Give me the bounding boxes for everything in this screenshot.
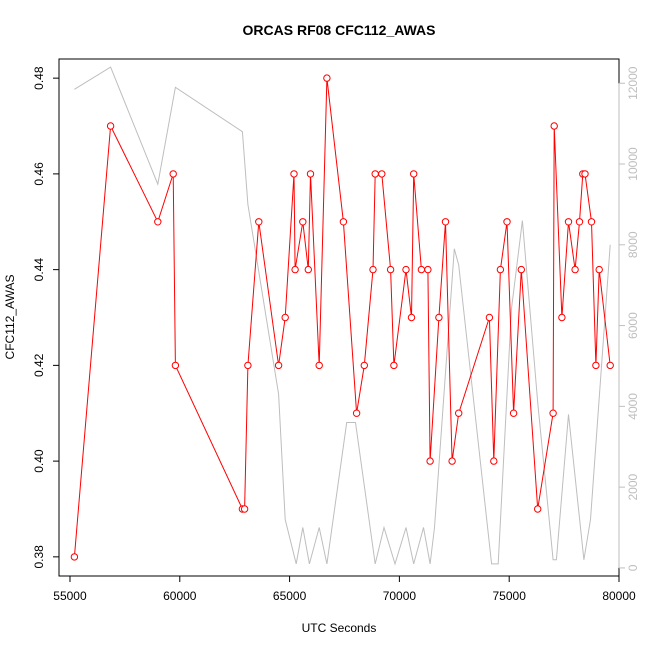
data-point — [426, 457, 434, 465]
y2-tick-label: 2000 — [626, 473, 640, 500]
chart-title: ORCAS RF08 CFC112_AWAS — [243, 22, 436, 38]
data-point — [378, 170, 386, 178]
data-point — [581, 170, 589, 178]
x-tick-label: 75000 — [493, 589, 527, 603]
data-point — [70, 553, 79, 561]
data-point — [402, 265, 410, 274]
data-point — [417, 265, 426, 274]
x-axis-label: UTC Seconds — [302, 621, 377, 635]
data-point — [592, 361, 600, 370]
data-point — [550, 122, 558, 130]
data-point — [386, 265, 395, 274]
data-point — [435, 313, 443, 322]
y2-tick-label: 6000 — [626, 312, 640, 339]
data-point — [549, 409, 557, 417]
x-tick-label: 65000 — [273, 589, 307, 603]
data-point — [339, 218, 348, 226]
data-point — [352, 409, 361, 417]
data-point — [390, 361, 398, 370]
data-point — [424, 265, 432, 274]
series-left-group — [70, 74, 614, 561]
y-tick-label: 0.42 — [32, 353, 46, 377]
data-point — [441, 218, 450, 226]
y2-axis: 0 2000 4000 6000 8000 10000 12000 — [618, 66, 640, 571]
data-point — [290, 170, 298, 178]
x-axis: 55000 60000 65000 70000 75000 80000 — [53, 575, 636, 603]
x-tick-label: 80000 — [602, 589, 636, 603]
y-tick-label: 0.48 — [32, 66, 46, 90]
y2-tick-label: 12000 — [626, 66, 640, 100]
data-point — [564, 218, 573, 226]
data-point — [169, 170, 177, 178]
data-point — [274, 361, 283, 370]
data-point — [517, 265, 525, 274]
data-point — [407, 313, 416, 322]
data-point — [534, 505, 542, 513]
y2-tick-label: 8000 — [626, 231, 640, 258]
x-tick-label: 60000 — [163, 589, 197, 603]
y-tick-label: 0.38 — [32, 545, 46, 569]
data-point — [503, 218, 511, 226]
data-point — [575, 218, 584, 226]
y-tick-label: 0.46 — [32, 162, 46, 186]
data-point — [490, 457, 498, 465]
y-tick-label: 0.40 — [32, 449, 46, 473]
data-point — [240, 505, 249, 513]
y-axis-label: CFC112_AWAS — [3, 275, 17, 360]
y2-tick-label: 10000 — [626, 147, 640, 181]
data-point — [371, 170, 379, 178]
data-point — [558, 313, 566, 322]
data-point — [571, 265, 579, 274]
data-point — [106, 122, 115, 130]
data-point — [448, 457, 456, 465]
data-point — [291, 265, 299, 274]
data-point — [154, 218, 162, 226]
data-point — [306, 170, 315, 178]
data-point — [315, 361, 323, 370]
series-right-group — [74, 66, 611, 566]
data-point — [299, 218, 307, 226]
data-point — [595, 265, 603, 274]
data-point — [606, 361, 614, 370]
data-point — [281, 313, 289, 322]
series-line-left — [73, 78, 611, 557]
data-point — [171, 361, 180, 370]
data-point — [255, 218, 263, 226]
plot-frame — [58, 58, 620, 577]
x-tick-label: 55000 — [53, 589, 87, 603]
data-point — [455, 409, 463, 417]
data-point — [323, 74, 331, 82]
data-point — [509, 409, 518, 417]
data-point — [244, 361, 252, 370]
y2-tick-label: 4000 — [626, 393, 640, 420]
data-point — [360, 361, 368, 370]
y-axis: 0.38 0.40 0.42 0.44 0.46 0.48 — [32, 66, 60, 569]
series-line-right — [74, 66, 611, 566]
y-tick-label: 0.44 — [32, 258, 46, 282]
data-point — [587, 218, 596, 226]
data-point — [410, 170, 418, 178]
data-point — [496, 265, 505, 274]
data-point — [369, 265, 377, 274]
data-point — [304, 265, 312, 274]
x-tick-label: 70000 — [383, 589, 417, 603]
data-point — [485, 313, 494, 322]
y2-tick-label: 0 — [626, 564, 640, 571]
